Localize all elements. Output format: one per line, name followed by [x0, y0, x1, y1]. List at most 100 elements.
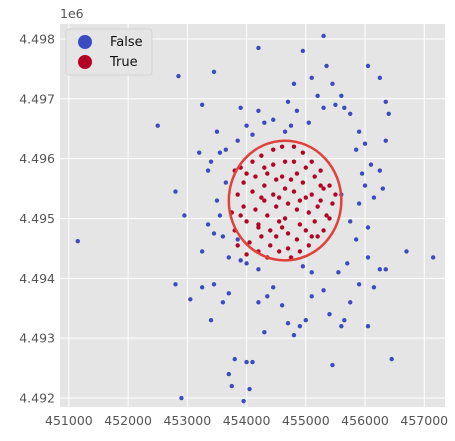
data-point-true: [315, 234, 320, 239]
data-point-false: [229, 383, 234, 389]
x-tick-label: 453000: [163, 413, 211, 428]
data-point-false: [214, 198, 220, 203]
y-tick-label: 4.497: [19, 91, 55, 106]
y-tick-label: 4.495: [19, 211, 55, 226]
data-point-false: [359, 171, 365, 176]
data-point-false: [324, 63, 329, 69]
data-point-false: [226, 255, 232, 260]
data-point-true: [256, 225, 261, 230]
x-tick-label: 456000: [341, 413, 389, 428]
data-point-false: [342, 105, 347, 110]
data-point-false: [199, 249, 205, 254]
data-point-true: [327, 216, 332, 221]
data-point-false: [342, 318, 347, 323]
data-point-false: [339, 93, 344, 99]
data-point-true: [235, 243, 240, 248]
data-point-true: [303, 195, 309, 200]
data-point-true: [279, 225, 285, 230]
data-point-false: [226, 291, 232, 296]
data-point-false: [220, 300, 226, 305]
data-point-false: [250, 359, 255, 365]
data-point-false: [383, 267, 388, 272]
data-point-false: [353, 237, 359, 242]
data-point-false: [377, 75, 383, 81]
data-point-false: [430, 255, 436, 260]
y-tick-label: 4.496: [19, 151, 55, 166]
data-point-true: [276, 219, 282, 224]
data-point-true: [291, 189, 297, 194]
data-point-true: [279, 144, 285, 149]
data-point-false: [348, 300, 353, 305]
data-point-false: [256, 108, 261, 113]
data-point-false: [217, 213, 223, 218]
data-point-false: [279, 303, 285, 308]
data-point-false: [235, 138, 240, 143]
data-point-false: [235, 237, 240, 242]
data-point-false: [368, 162, 374, 167]
data-point-true: [318, 168, 323, 173]
data-point-true: [262, 165, 267, 170]
data-point-true: [309, 192, 314, 197]
data-point-false: [250, 132, 255, 137]
data-point-false: [348, 219, 353, 224]
data-point-true: [324, 213, 329, 218]
data-point-false: [380, 186, 386, 191]
data-point-false: [256, 45, 261, 51]
data-point-false: [211, 69, 217, 75]
legend: False True: [65, 28, 153, 76]
legend-swatch-true: [78, 55, 92, 69]
x-tick-label: 452000: [104, 413, 152, 428]
data-point-false: [262, 120, 267, 125]
data-point-true: [300, 150, 306, 155]
data-point-true: [306, 243, 311, 248]
data-point-true: [327, 183, 332, 188]
data-point-true: [312, 174, 317, 179]
data-point-false: [386, 111, 391, 116]
data-point-false: [300, 264, 306, 269]
data-point-true: [262, 183, 267, 188]
legend-label-true: True: [109, 55, 138, 70]
y-tick-label: 4.494: [19, 271, 55, 286]
data-point-true: [273, 204, 279, 209]
data-point-true: [333, 192, 338, 197]
data-point-false: [199, 102, 205, 107]
data-point-true: [288, 177, 294, 182]
data-points: [75, 33, 436, 404]
data-point-false: [208, 318, 214, 323]
data-point-false: [205, 168, 211, 173]
data-point-false: [211, 282, 217, 287]
data-point-true: [309, 234, 314, 239]
x-tick-label: 454000: [223, 413, 271, 428]
data-point-false: [211, 231, 217, 236]
data-point-false: [365, 324, 371, 329]
data-point-false: [371, 285, 377, 290]
data-point-false: [220, 234, 226, 239]
data-point-false: [179, 395, 184, 401]
highlight-circle: [227, 139, 343, 262]
data-point-false: [365, 63, 371, 69]
data-point-true: [265, 171, 270, 176]
data-point-true: [273, 177, 279, 182]
data-point-true: [259, 234, 264, 239]
data-point-false: [271, 285, 276, 290]
data-point-true: [268, 243, 273, 248]
data-point-true: [285, 231, 291, 236]
data-point-true: [291, 159, 297, 164]
data-point-false: [321, 288, 326, 293]
data-point-false: [188, 297, 193, 302]
data-point-true: [330, 201, 335, 206]
x-tick-label: 451000: [45, 413, 93, 428]
data-point-true: [285, 201, 291, 206]
data-point-true: [241, 204, 246, 209]
data-point-false: [321, 33, 326, 39]
data-point-true: [303, 165, 309, 170]
data-point-false: [315, 93, 320, 99]
data-point-true: [291, 144, 297, 149]
data-point-false: [345, 261, 350, 266]
data-point-false: [348, 111, 353, 116]
data-point-true: [306, 210, 311, 215]
data-point-false: [309, 75, 314, 81]
data-point-true: [235, 192, 240, 197]
data-point-false: [327, 312, 332, 317]
data-point-true: [282, 216, 288, 221]
